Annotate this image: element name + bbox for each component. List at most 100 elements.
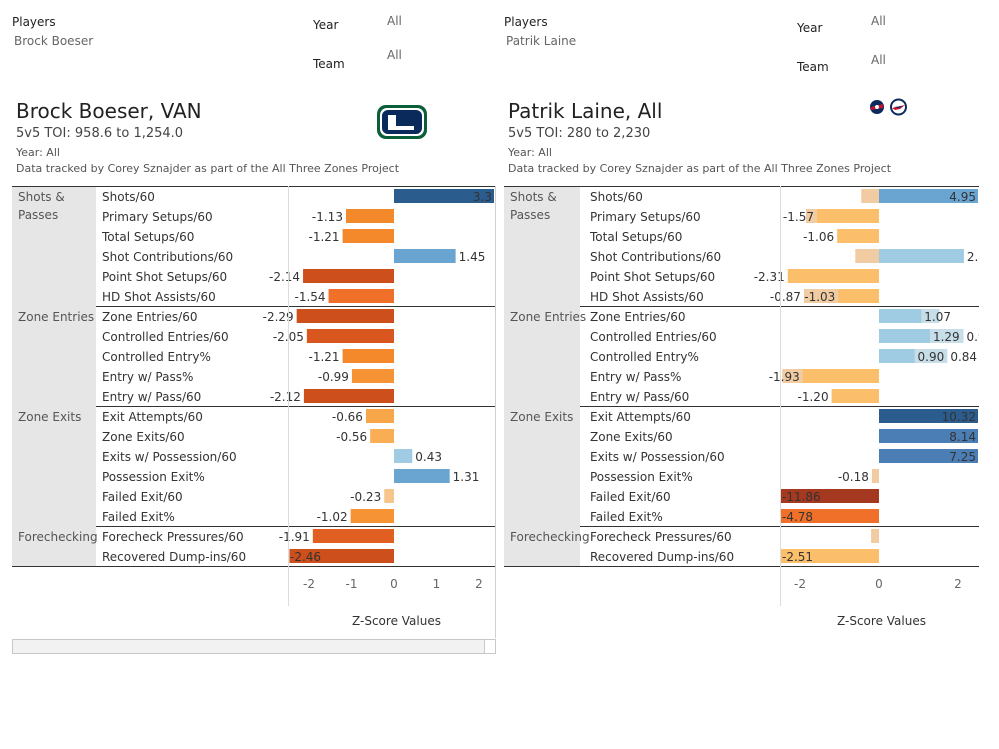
- data-label: -2.29: [263, 310, 294, 324]
- blue-jackets-logo-icon: [870, 100, 884, 114]
- team-filter-value-right[interactable]: All: [871, 53, 886, 67]
- data-label: -2.12: [270, 390, 301, 404]
- bar: [879, 429, 978, 443]
- bar: [816, 209, 879, 223]
- bar: [879, 309, 922, 323]
- toi-value: 958.6 to 1,254.0: [74, 126, 184, 141]
- data-label: 1.31: [453, 470, 480, 484]
- x-tick-label: -1: [346, 577, 358, 591]
- metric-label: Exit Attempts/60: [102, 410, 203, 424]
- players-filter-label: Players: [12, 15, 56, 29]
- year-filter-value-right[interactable]: All: [871, 14, 886, 28]
- year-filter-value[interactable]: All: [387, 14, 402, 28]
- data-label: 1.29: [933, 330, 960, 344]
- data-label: -0.99: [318, 370, 349, 384]
- data-label: -1.54: [294, 290, 325, 304]
- x-axis-title: Z-Score Values: [352, 614, 441, 628]
- bar: [871, 529, 879, 543]
- metric-label: Primary Setups/60: [102, 210, 213, 224]
- toi-value-right: 280 to 2,230: [566, 126, 651, 141]
- metric-label: Entry w/ Pass%: [590, 370, 681, 384]
- data-label: 10.32: [942, 410, 976, 424]
- metric-label: Possession Exit%: [590, 470, 693, 484]
- bar: [351, 369, 394, 383]
- horizontal-scrollbar[interactable]: [12, 639, 496, 654]
- metric-label: Total Setups/60: [101, 230, 194, 244]
- metric-label: Recovered Dump-ins/60: [590, 550, 734, 564]
- data-label: -4.78: [782, 510, 813, 524]
- data-label: -0.87: [770, 290, 801, 304]
- data-label: -1.57: [783, 210, 814, 224]
- metric-label: Shots/60: [102, 190, 155, 204]
- bar: [861, 189, 879, 203]
- data-label: 0.91: [967, 330, 979, 344]
- x-tick-label: 0: [875, 577, 883, 591]
- data-label: -11.86: [782, 490, 821, 504]
- group-shade: [504, 526, 580, 566]
- players-filter-value[interactable]: Brock Boeser: [14, 34, 94, 48]
- metric-label: Failed Exit/60: [590, 490, 671, 504]
- players-filter-value-right[interactable]: Patrik Laine: [506, 34, 577, 48]
- team-filter-value[interactable]: All: [387, 48, 402, 62]
- metric-label: Point Shot Setups/60: [102, 270, 227, 284]
- toi-label: 5v5 TOI:: [16, 126, 71, 141]
- metric-label: Total Setups/60: [589, 230, 682, 244]
- year-filter-label-right: Year: [797, 21, 823, 35]
- bar-chart-left: Shots & Passes Shots/60 3.3 Primary Setups/6…: [12, 186, 495, 606]
- group-label: Passes: [510, 208, 550, 222]
- metric-label: Failed Exit/60: [102, 490, 183, 504]
- bar: [879, 449, 978, 463]
- data-label: 4.95: [949, 190, 976, 204]
- group-shade: [12, 406, 96, 526]
- data-label: -0.23: [350, 490, 381, 504]
- data-label: 7.25: [949, 450, 976, 464]
- metric-label: Controlled Entry%: [590, 350, 699, 364]
- group-label: Forechecking: [18, 530, 98, 544]
- toi-line: 5v5 TOI: 958.6 to 1,254.0: [16, 126, 183, 141]
- metric-label: Zone Entries/60: [102, 310, 197, 324]
- bar: [780, 509, 879, 523]
- bar: [306, 329, 394, 343]
- bar: [384, 489, 394, 503]
- metric-label: Zone Entries/60: [590, 310, 685, 324]
- data-label: -1.02: [317, 510, 348, 524]
- toi-label-right: 5v5 TOI:: [508, 126, 563, 141]
- metric-label: Zone Exits/60: [590, 430, 673, 444]
- team-filter-label-right: Team: [797, 60, 829, 74]
- tracked-note: Data tracked by Corey Sznajder as part o…: [16, 162, 400, 175]
- metric-label: Entry w/ Pass/60: [102, 390, 201, 404]
- x-tick-label: 0: [390, 577, 398, 591]
- bar: [879, 349, 915, 363]
- group-shade: [12, 306, 96, 406]
- bar: [342, 229, 394, 243]
- group-label: Shots &: [510, 190, 557, 204]
- data-label: -0.66: [332, 410, 363, 424]
- bar: [831, 389, 879, 403]
- jets-logo-icon: [890, 98, 907, 116]
- group-label: Zone Entries: [510, 310, 586, 324]
- metric-label: Entry w/ Pass/60: [590, 390, 689, 404]
- group-label: Shots &: [18, 190, 65, 204]
- team-filter-label: Team: [313, 57, 345, 71]
- data-label: -2.14: [269, 270, 300, 284]
- bar: [370, 429, 394, 443]
- bar: [394, 189, 494, 203]
- metric-label: Shot Contributions/60: [102, 250, 233, 264]
- bar: [780, 549, 879, 563]
- data-label: 2.15: [967, 250, 979, 264]
- year-line-right: Year: All: [508, 146, 552, 159]
- data-label: -1.21: [309, 230, 340, 244]
- metric-label: Shot Contributions/60: [590, 250, 721, 264]
- group-label: Zone Entries: [18, 310, 94, 324]
- bar: [780, 489, 879, 503]
- x-tick-label: -2: [794, 577, 806, 591]
- data-label: -0.56: [336, 430, 367, 444]
- bar: [871, 469, 879, 483]
- bar: [855, 249, 879, 263]
- data-label: 0.43: [415, 450, 442, 464]
- metric-label: Exits w/ Possession/60: [102, 450, 237, 464]
- data-label: 0.90: [918, 350, 945, 364]
- scrollbar-end-button[interactable]: [484, 640, 495, 653]
- tracked-note-right: Data tracked by Corey Sznajder as part o…: [508, 162, 892, 175]
- panel-divider: [495, 186, 496, 638]
